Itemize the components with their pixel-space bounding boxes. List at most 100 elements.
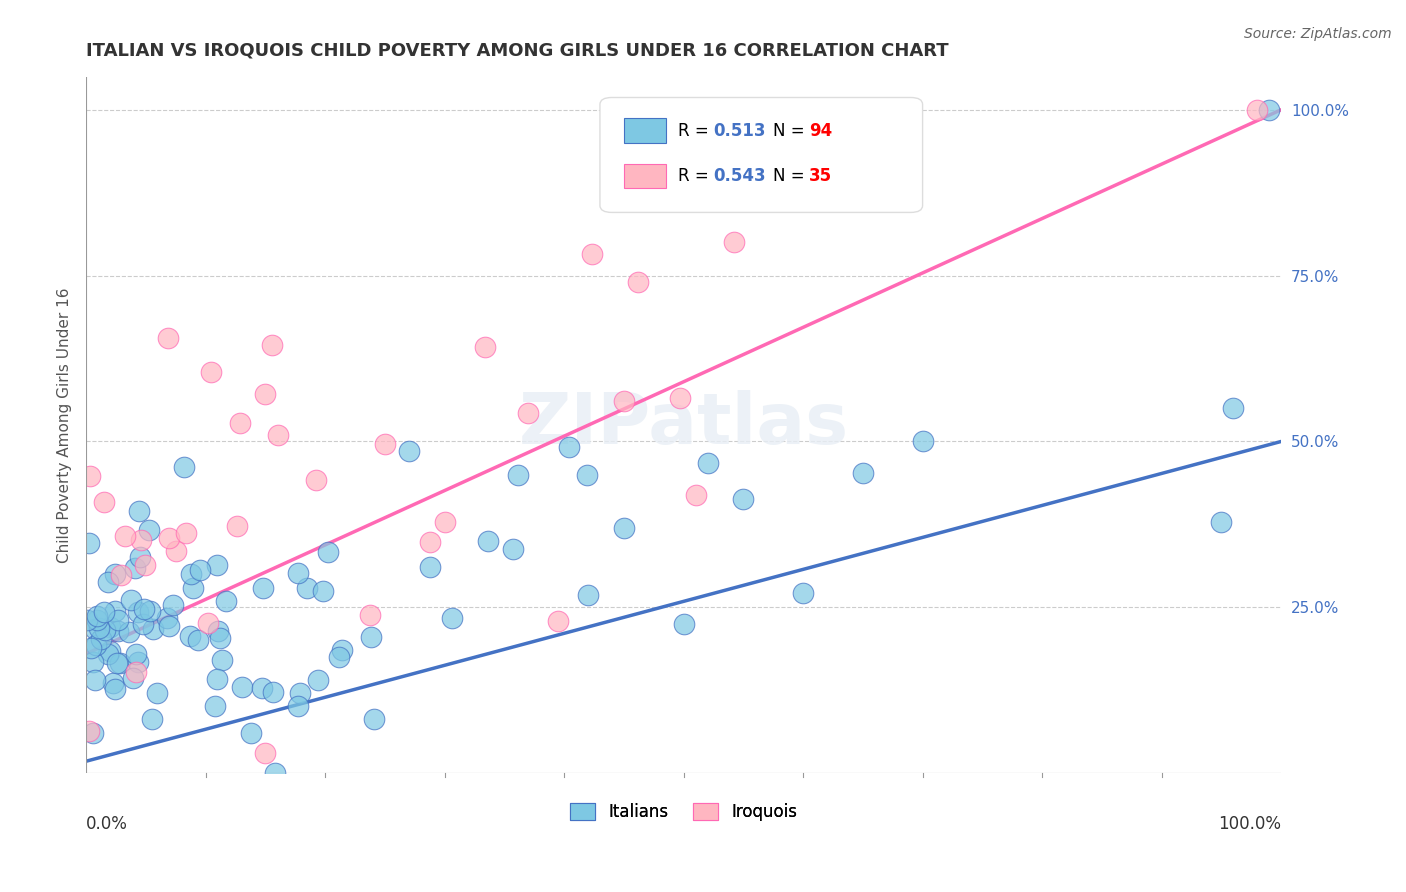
Italians (97, 574, 120, 589)
Italians (360, 630, 382, 644)
Italians (330, 642, 353, 657)
Italians (107, 613, 129, 627)
Text: N =: N = (773, 122, 810, 140)
Italians (264, 766, 287, 780)
Italians (419, 560, 441, 574)
Italians (477, 533, 499, 548)
Italians (1211, 515, 1233, 529)
Italians (104, 604, 127, 618)
Italians (76, 613, 98, 627)
Italians (262, 685, 284, 699)
Italians (696, 457, 718, 471)
Iroquois (157, 331, 180, 345)
Italians (104, 681, 127, 696)
Italians (83, 622, 105, 636)
Text: 35: 35 (808, 167, 832, 186)
Italians (82, 725, 104, 739)
Italians (188, 563, 211, 577)
Italians (89, 621, 111, 635)
Italians (179, 629, 201, 643)
Italians (93, 605, 115, 619)
Iroquois (474, 340, 496, 354)
Italians (80, 640, 103, 655)
Italians (312, 583, 335, 598)
Italians (440, 611, 463, 625)
Iroquois (627, 276, 650, 290)
Italians (131, 616, 153, 631)
Iroquois (114, 529, 136, 543)
Italians (118, 625, 141, 640)
Italians (287, 566, 309, 580)
Italians (127, 655, 149, 669)
Italians (363, 712, 385, 726)
Italians (204, 699, 226, 714)
Italians (205, 673, 228, 687)
Italians (124, 647, 146, 661)
Iroquois (267, 428, 290, 442)
Iroquois (374, 437, 396, 451)
Text: ITALIAN VS IROQUOIS CHILD POVERTY AMONG GIRLS UNDER 16 CORRELATION CHART: ITALIAN VS IROQUOIS CHILD POVERTY AMONG … (86, 42, 949, 60)
Italians (141, 712, 163, 726)
Italians (122, 672, 145, 686)
Italians (252, 581, 274, 595)
Italians (104, 567, 127, 582)
Iroquois (93, 495, 115, 509)
Italians (852, 467, 875, 481)
Text: R =: R = (678, 167, 714, 186)
Italians (558, 440, 581, 454)
Bar (624, 119, 665, 143)
Iroquois (157, 531, 180, 545)
Iroquois (359, 607, 381, 622)
Italians (398, 444, 420, 458)
Italians (128, 549, 150, 564)
Italians (187, 633, 209, 648)
Italians (142, 622, 165, 636)
Italians (127, 606, 149, 620)
Italians (240, 725, 263, 739)
Italians (1258, 103, 1281, 117)
Italians (132, 602, 155, 616)
Italians (209, 631, 232, 645)
Italians (128, 504, 150, 518)
Text: N =: N = (773, 167, 810, 186)
Text: 100.0%: 100.0% (1218, 815, 1281, 833)
Italians (575, 467, 598, 482)
Iroquois (1246, 103, 1268, 117)
Iroquois (174, 526, 197, 541)
Iroquois (131, 533, 153, 547)
Italians (145, 685, 167, 699)
Italians (180, 566, 202, 581)
Italians (613, 521, 636, 535)
Italians (578, 589, 600, 603)
Bar (624, 163, 665, 188)
Italians (156, 611, 179, 625)
Italians (97, 647, 120, 661)
Italians (205, 558, 228, 573)
Legend: Italians, Iroquois: Italians, Iroquois (562, 796, 804, 828)
Italians (231, 680, 253, 694)
Iroquois (77, 723, 100, 738)
Iroquois (254, 746, 277, 760)
Italians (138, 604, 160, 618)
Italians (84, 638, 107, 652)
Iroquois (110, 567, 132, 582)
Italians (90, 632, 112, 646)
Italians (287, 699, 309, 714)
Iroquois (613, 394, 636, 409)
Italians (911, 434, 934, 449)
Italians (93, 623, 115, 637)
Italians (288, 686, 311, 700)
Italians (121, 592, 143, 607)
Iroquois (225, 519, 247, 533)
Italians (84, 673, 107, 687)
Italians (124, 561, 146, 575)
Y-axis label: Child Poverty Among Girls Under 16: Child Poverty Among Girls Under 16 (58, 287, 72, 563)
Iroquois (197, 616, 219, 631)
Italians (1222, 401, 1244, 416)
Italians (250, 681, 273, 696)
Text: ZIPatlas: ZIPatlas (519, 391, 849, 459)
Italians (157, 618, 180, 632)
Italians (733, 491, 755, 506)
Italians (77, 536, 100, 550)
Iroquois (669, 391, 692, 405)
